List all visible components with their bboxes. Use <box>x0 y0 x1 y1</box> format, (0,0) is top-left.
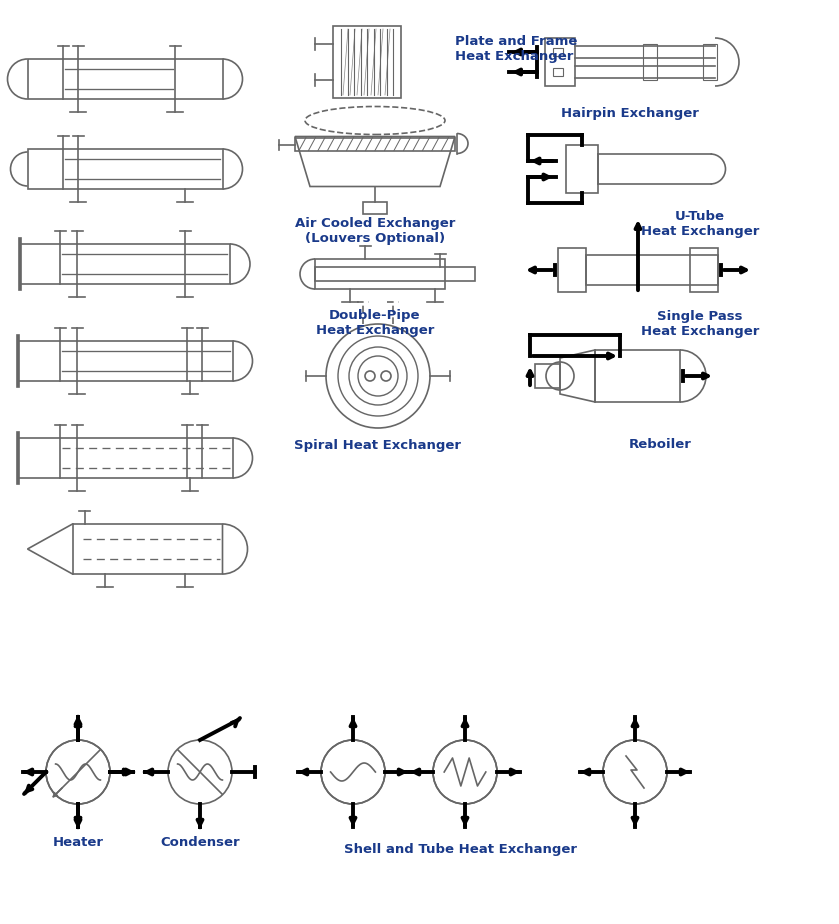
Bar <box>333 26 401 98</box>
Bar <box>315 267 475 281</box>
Bar <box>18 438 232 478</box>
Bar <box>363 201 387 213</box>
Text: Single Pass
Heat Exchanger: Single Pass Heat Exchanger <box>641 310 759 338</box>
Text: Air Cooled Exchanger
(Louvers Optional): Air Cooled Exchanger (Louvers Optional) <box>294 217 456 245</box>
Bar <box>553 48 563 56</box>
Bar <box>586 255 718 285</box>
Bar <box>28 149 222 189</box>
Text: U-Tube
Heat Exchanger: U-Tube Heat Exchanger <box>641 210 759 238</box>
Text: Hairpin Exchanger: Hairpin Exchanger <box>561 107 699 120</box>
Bar <box>28 59 222 99</box>
Bar <box>20 244 230 284</box>
Text: Double-Pipe
Heat Exchanger: Double-Pipe Heat Exchanger <box>315 309 435 337</box>
Bar <box>535 364 560 388</box>
Text: Spiral Heat Exchanger: Spiral Heat Exchanger <box>294 440 461 453</box>
Text: Condenser: Condenser <box>160 835 240 848</box>
Bar <box>690 248 718 292</box>
Text: Shell and Tube Heat Exchanger: Shell and Tube Heat Exchanger <box>343 843 576 856</box>
Text: Reboiler: Reboiler <box>628 437 691 451</box>
Bar <box>595 350 680 402</box>
Bar <box>558 248 586 292</box>
Bar <box>553 68 563 76</box>
Text: Heater: Heater <box>53 835 103 848</box>
Bar <box>643 44 657 80</box>
Text: Plate and Frame
Heat Exchanger: Plate and Frame Heat Exchanger <box>455 35 577 63</box>
Bar <box>703 44 717 80</box>
Bar <box>295 138 455 151</box>
Bar <box>315 259 445 289</box>
Bar <box>18 341 232 381</box>
Bar <box>545 38 575 86</box>
Bar <box>565 145 597 193</box>
